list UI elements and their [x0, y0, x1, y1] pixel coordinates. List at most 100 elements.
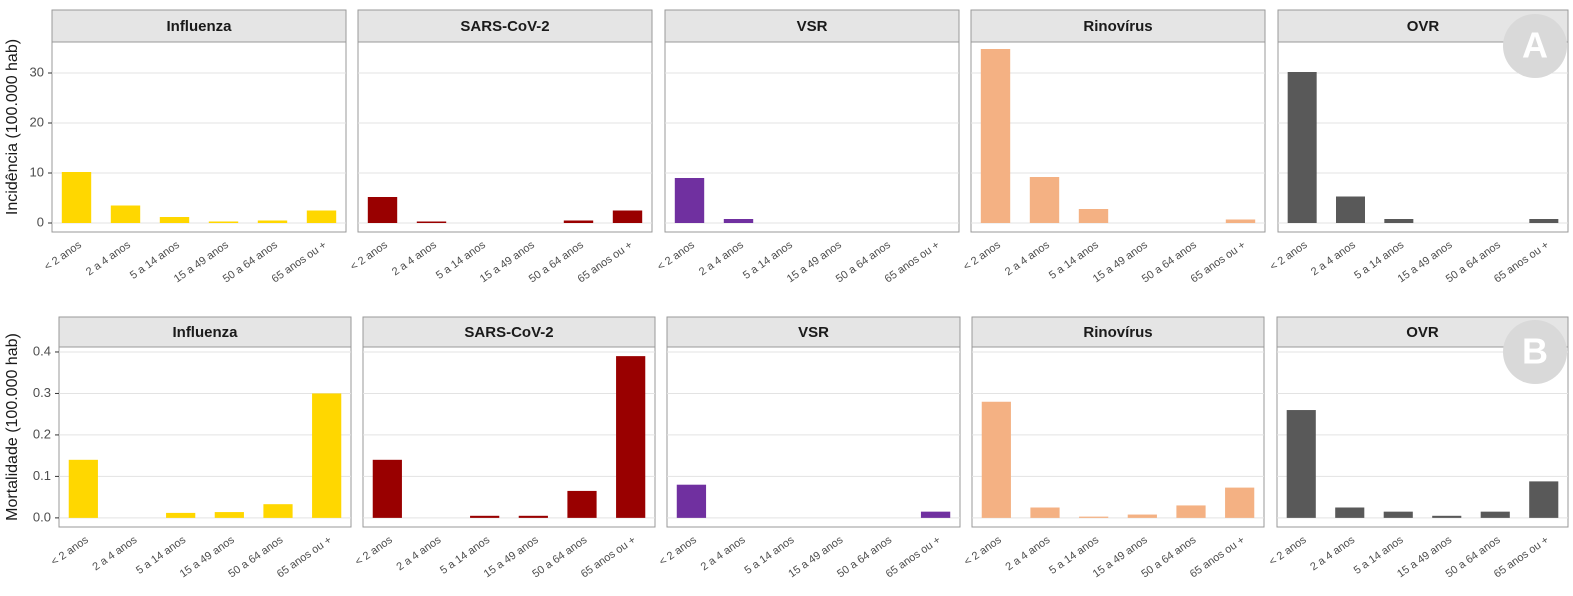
- y-tick-label: 0.2: [33, 426, 51, 441]
- bar: [306, 210, 337, 223]
- annotation: B: [1522, 331, 1548, 372]
- bar: [61, 172, 92, 223]
- bar: [1286, 410, 1316, 518]
- facet-title: OVR: [1406, 324, 1439, 341]
- bar: [616, 356, 646, 518]
- y-tick-label: 0.4: [33, 343, 51, 358]
- x-tick-label: 65 anos ou +: [579, 534, 638, 580]
- x-tick-label: 65 anos ou +: [576, 239, 635, 285]
- bar: [1384, 219, 1414, 223]
- facet-title: Influenza: [166, 18, 232, 35]
- x-tick-label: 2 a 4 anos: [90, 534, 139, 574]
- y-axis-label: Mortalidade (100.000 hab): [4, 333, 21, 521]
- bar: [674, 178, 705, 223]
- facet-title: SARS-CoV-2: [460, 18, 549, 35]
- facet-strip: [664, 9, 960, 43]
- panel: [357, 41, 653, 233]
- bar: [518, 515, 548, 518]
- bar: [676, 484, 707, 518]
- x-tick-label: 2 a 4 anos: [1003, 239, 1052, 279]
- x-tick-label: < 2 anos: [961, 239, 1003, 273]
- bar: [980, 49, 1011, 223]
- x-tick-label: 2 a 4 anos: [1308, 534, 1357, 574]
- x-tick-label: < 2 anos: [1268, 239, 1310, 273]
- bar: [981, 401, 1011, 518]
- bar: [110, 205, 141, 223]
- bar: [68, 459, 98, 518]
- bar: [367, 197, 398, 223]
- bar: [159, 217, 190, 223]
- x-tick-label: 65 anos ou +: [1189, 239, 1248, 285]
- bar: [1480, 511, 1510, 518]
- x-tick-label: 2 a 4 anos: [1003, 534, 1052, 574]
- annotation: A: [1522, 25, 1548, 66]
- bar: [214, 512, 244, 518]
- annotation-badge: [1503, 320, 1567, 384]
- x-tick-label: < 2 anos: [657, 534, 699, 568]
- x-tick-label: 2 a 4 anos: [390, 239, 439, 279]
- y-axis-label: Incidência (100.000 hab): [4, 39, 21, 215]
- bar: [257, 220, 288, 223]
- panel: [362, 346, 656, 528]
- annotation-badge: [1503, 14, 1567, 78]
- panel: [58, 346, 352, 528]
- bar: [208, 221, 239, 223]
- x-tick-label: < 2 anos: [655, 239, 697, 273]
- bar: [1029, 177, 1060, 223]
- bar: [1030, 507, 1060, 518]
- bar: [263, 504, 293, 518]
- facet-strip: [666, 316, 961, 348]
- bar: [1529, 481, 1559, 518]
- x-tick-label: < 2 anos: [962, 534, 1004, 568]
- x-tick-label: 65 anos ou +: [270, 239, 329, 285]
- x-tick-label: < 2 anos: [42, 239, 84, 273]
- bar: [1287, 72, 1317, 223]
- x-tick-label: 2 a 4 anos: [394, 534, 443, 574]
- x-tick-label: 2 a 4 anos: [699, 534, 748, 574]
- facet-title: VSR: [797, 18, 828, 35]
- facet-strip: [357, 9, 653, 43]
- x-tick-label: 2 a 4 anos: [84, 239, 133, 279]
- bar: [723, 219, 754, 223]
- bar: [1335, 507, 1365, 518]
- bar: [1176, 505, 1206, 518]
- bar: [470, 515, 500, 518]
- panel: [51, 41, 347, 233]
- bar: [1127, 514, 1157, 518]
- facet-strip: [362, 316, 656, 348]
- facet-title: Rinovírus: [1083, 324, 1152, 341]
- bar: [166, 512, 196, 518]
- bar: [567, 490, 597, 518]
- x-tick-label: < 2 anos: [1267, 534, 1309, 568]
- panel: [666, 346, 961, 528]
- panel: [664, 41, 960, 233]
- x-tick-label: 65 anos ou +: [1492, 534, 1551, 580]
- x-tick-label: 65 anos ou +: [883, 239, 942, 285]
- bar: [1225, 487, 1255, 518]
- x-tick-label: < 2 anos: [348, 239, 390, 273]
- y-tick-label: 10: [30, 164, 44, 179]
- bar: [1529, 219, 1559, 223]
- bar: [1079, 516, 1109, 518]
- x-tick-label: 65 anos ou +: [1188, 534, 1247, 580]
- x-tick-label: 65 anos ou +: [884, 534, 943, 580]
- bar: [1383, 511, 1413, 518]
- x-tick-label: < 2 anos: [49, 534, 91, 568]
- x-tick-label: 2 a 4 anos: [1309, 239, 1358, 279]
- bar: [1078, 209, 1109, 223]
- facet-title: Influenza: [172, 324, 238, 341]
- facet-title: SARS-CoV-2: [464, 324, 553, 341]
- facet-strip: [58, 316, 352, 348]
- bar: [312, 393, 342, 518]
- facet-strip: [971, 316, 1265, 348]
- bar: [920, 511, 951, 518]
- bar: [416, 221, 447, 223]
- bar: [372, 459, 402, 518]
- y-tick-label: 0.3: [33, 385, 51, 400]
- bar: [1432, 515, 1462, 518]
- y-tick-label: 0: [37, 214, 44, 229]
- facet-title: OVR: [1407, 18, 1440, 35]
- panel: [970, 41, 1266, 233]
- facet-title: VSR: [798, 324, 829, 341]
